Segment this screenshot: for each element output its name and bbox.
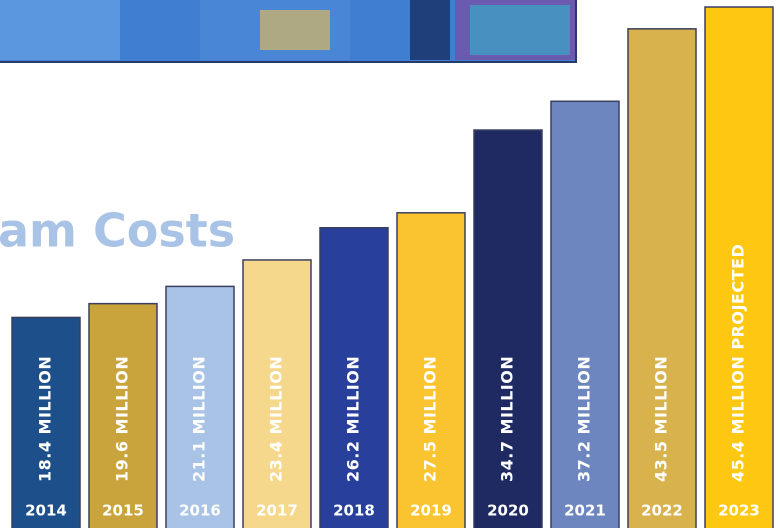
value-label: 21.1 MILLION <box>190 356 209 482</box>
value-label: 43.5 MILLION <box>652 356 671 482</box>
x-tick-label: 2017 <box>256 502 298 520</box>
x-tick-label: 2021 <box>564 502 606 520</box>
value-label: 37.2 MILLION <box>575 356 594 482</box>
value-label: 18.4 MILLION <box>36 356 55 482</box>
x-tick-label: 2014 <box>25 502 67 520</box>
value-label: 19.6 MILLION <box>113 356 132 482</box>
value-label: 34.7 MILLION <box>498 356 517 482</box>
x-tick-label: 2019 <box>410 502 452 520</box>
photo <box>0 0 576 62</box>
page: {"chart_data": {"type": "bar", "title": … <box>0 0 780 528</box>
x-tick-label: 2023 <box>718 502 760 520</box>
chart: am Costs 2014 18.4 MILLION 2015 19.6 MILLIO… <box>0 0 780 528</box>
value-label: 45.4 MILLION PROJECTED <box>729 244 748 482</box>
chart-title: am Costs <box>0 204 235 258</box>
value-label: 27.5 MILLION <box>421 356 440 482</box>
x-tick-label: 2016 <box>179 502 221 520</box>
x-tick-label: 2020 <box>487 502 529 520</box>
x-tick-label: 2022 <box>641 502 683 520</box>
value-label: 23.4 MILLION <box>267 356 286 482</box>
x-tick-label: 2015 <box>102 502 144 520</box>
value-label: 26.2 MILLION <box>344 356 363 482</box>
x-tick-label: 2018 <box>333 502 375 520</box>
